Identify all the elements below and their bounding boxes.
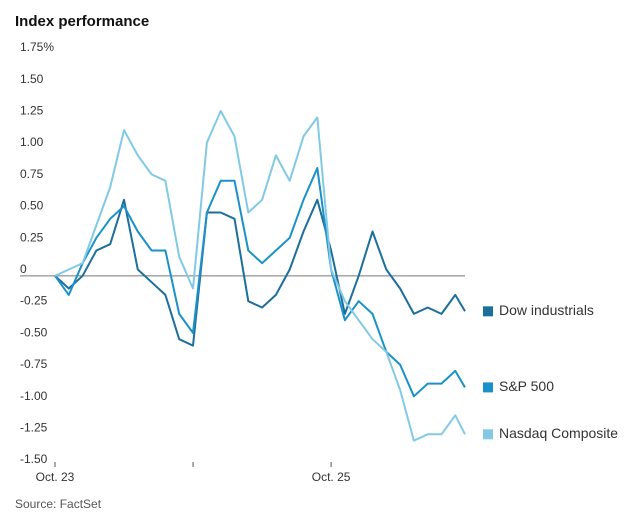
y-tick-label: 1.00 (20, 135, 44, 149)
legend-swatch (483, 429, 493, 440)
y-tick-label: 0.25 (20, 230, 44, 244)
legend-swatch (483, 382, 493, 393)
y-tick-label: 1.50 (20, 72, 44, 86)
source-note: Source: FactSet (15, 497, 102, 511)
legend-label: Nasdaq Composite (499, 425, 618, 441)
y-tick-label: 0.75 (20, 167, 44, 181)
y-tick-label: 1.75% (20, 40, 54, 54)
y-tick-label: 0.50 (20, 199, 44, 213)
y-tick-label: -0.25 (20, 294, 48, 308)
series-line (54, 167, 466, 398)
x-tick-label: Oct. 23 (36, 470, 75, 484)
y-tick-label: -1.50 (20, 452, 48, 466)
y-tick-label: -1.00 (20, 389, 48, 403)
y-tick-label: -0.50 (20, 325, 48, 339)
series-line (54, 198, 466, 347)
series-line (54, 110, 466, 442)
y-tick-label: 1.25 (20, 104, 44, 118)
legend-label: S&P 500 (499, 378, 554, 394)
y-tick-label: -0.75 (20, 357, 48, 371)
legend-label: Dow industrials (499, 302, 594, 318)
y-tick-label: 0 (20, 262, 27, 276)
legend-swatch (483, 306, 493, 317)
y-tick-label: -1.25 (20, 420, 48, 434)
chart-title: Index performance (15, 13, 149, 30)
x-tick-label: Oct. 25 (312, 470, 351, 484)
